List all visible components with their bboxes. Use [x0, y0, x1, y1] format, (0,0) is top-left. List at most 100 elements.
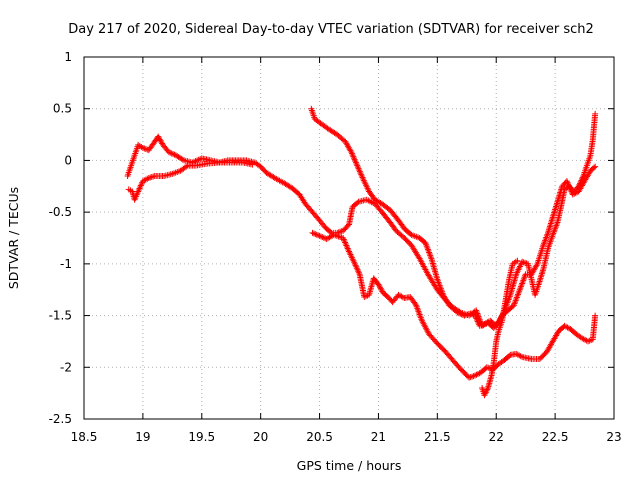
- data-point: [345, 246, 352, 253]
- data-point: [482, 389, 489, 396]
- data-point: [506, 352, 513, 359]
- data-point: [485, 364, 492, 371]
- data-point: [171, 151, 178, 158]
- data-point: [135, 188, 142, 195]
- x-tick-label: 19: [135, 430, 150, 444]
- data-point: [147, 174, 154, 181]
- data-point: [315, 232, 322, 239]
- data-point: [167, 149, 174, 156]
- data-point: [483, 387, 490, 394]
- data-point: [148, 173, 155, 180]
- y-tick-label: 0.5: [53, 102, 72, 116]
- data-point: [474, 317, 481, 324]
- data-point: [355, 269, 362, 276]
- data-point: [592, 312, 599, 319]
- data-point: [592, 110, 599, 117]
- data-point: [349, 152, 356, 159]
- data-point: [565, 182, 572, 189]
- data-series: [479, 257, 521, 399]
- data-point: [458, 311, 465, 318]
- data-point: [482, 390, 489, 397]
- data-point: [319, 234, 326, 241]
- data-point: [137, 184, 144, 191]
- data-point: [358, 173, 365, 180]
- data-point: [354, 199, 361, 206]
- data-point: [466, 374, 473, 381]
- data-point: [469, 373, 476, 380]
- data-point: [349, 150, 356, 157]
- x-tick-label: 18.5: [71, 430, 98, 444]
- data-point: [135, 186, 142, 193]
- data-point: [398, 293, 405, 300]
- data-point: [462, 312, 469, 319]
- data-point: [337, 228, 344, 235]
- data-series: [124, 110, 599, 331]
- data-point: [351, 156, 358, 163]
- data-point: [356, 167, 363, 174]
- data-series: [308, 105, 599, 329]
- data-point: [359, 174, 366, 181]
- x-tick-labels: 18.5 19 19.5 20 20.5 21 21.5 22 22.5 23: [71, 430, 622, 444]
- data-point: [150, 173, 157, 180]
- data-series: [125, 159, 256, 203]
- y-tick-label: -0.5: [49, 205, 72, 219]
- y-tick-labels: -2.5 -2 -1.5 -1 -0.5 0 0.5 1: [49, 50, 72, 426]
- data-point: [567, 187, 574, 194]
- data-point: [563, 178, 570, 185]
- data-point: [514, 257, 521, 264]
- data-point: [309, 229, 316, 236]
- data-point: [353, 263, 360, 270]
- data-point: [341, 237, 348, 244]
- data-point: [183, 163, 190, 170]
- data-point: [586, 337, 593, 344]
- data-point: [567, 185, 574, 192]
- y-tick-label: -2: [60, 360, 72, 374]
- data-point: [342, 239, 349, 246]
- data-point: [352, 159, 359, 166]
- data-point: [565, 181, 572, 188]
- data-point: [340, 236, 347, 243]
- data-point: [342, 240, 349, 247]
- data-point: [455, 310, 462, 317]
- axis-ticks: [83, 56, 615, 420]
- data-point: [352, 158, 359, 165]
- data-point: [457, 310, 464, 317]
- x-tick-label: 23: [606, 430, 621, 444]
- data-point: [343, 242, 350, 249]
- data-point: [316, 232, 323, 239]
- data-point: [170, 151, 177, 158]
- data-point: [317, 233, 324, 240]
- data-point: [592, 163, 599, 170]
- data-point: [137, 182, 144, 189]
- data-point: [145, 175, 152, 182]
- data-point: [454, 309, 461, 316]
- data-point: [564, 179, 571, 186]
- data-point: [472, 312, 479, 319]
- x-tick-label: 22.5: [542, 430, 569, 444]
- data-point: [351, 260, 358, 267]
- data-point: [472, 314, 479, 321]
- data-point: [473, 315, 480, 322]
- data-point: [355, 165, 362, 172]
- x-tick-label: 22: [489, 430, 504, 444]
- data-point: [356, 168, 363, 175]
- data-point: [353, 265, 360, 272]
- data-point: [354, 266, 361, 273]
- y-tick-label: -2.5: [49, 412, 72, 426]
- x-tick-label: 20: [253, 430, 268, 444]
- data-point: [467, 374, 474, 381]
- data-point: [165, 149, 172, 156]
- data-point: [344, 245, 351, 252]
- data-point: [519, 258, 526, 265]
- data-point: [415, 254, 422, 261]
- data-point: [344, 222, 351, 229]
- x-tick-label: 20.5: [306, 430, 333, 444]
- data-point: [470, 373, 477, 380]
- data-point: [313, 231, 320, 238]
- y-tick-label: -1.5: [49, 309, 72, 323]
- data-point: [327, 228, 334, 235]
- data-point: [168, 150, 175, 157]
- y-tick-label: -1: [60, 257, 72, 271]
- data-point: [352, 262, 359, 269]
